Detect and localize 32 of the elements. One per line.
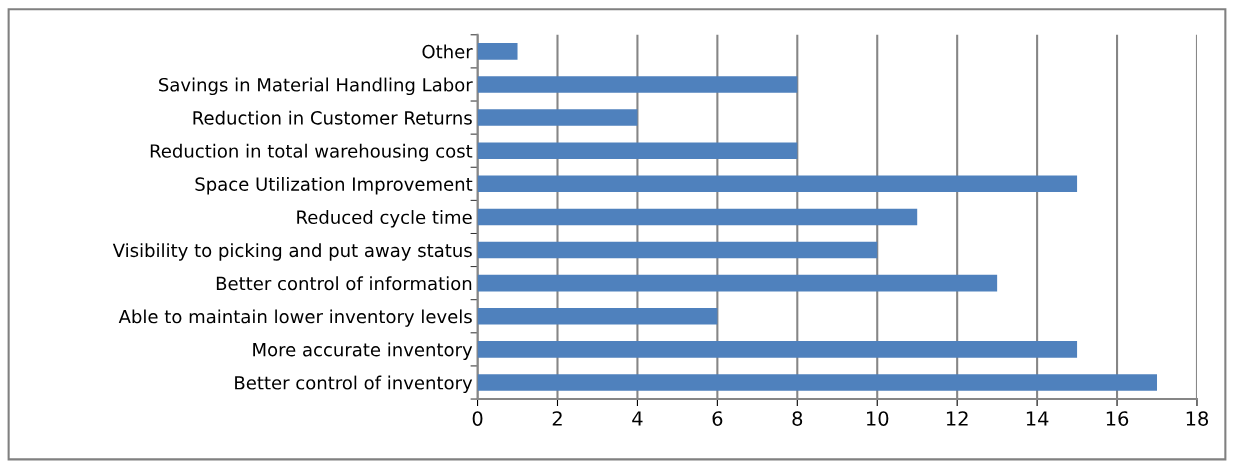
y-tick-label: Better control of inventory <box>235 375 473 394</box>
x-tick-label: 10 <box>867 411 889 426</box>
x-tick-label: 8 <box>792 411 803 426</box>
y-tick-label: Better control of information <box>216 276 472 291</box>
bar <box>477 43 518 60</box>
bar <box>477 109 638 126</box>
y-tick-label: Reduction in Customer Returns <box>193 110 472 125</box>
y-tick-label: Savings in Material Handling Labor <box>159 77 473 96</box>
bar <box>477 341 1078 358</box>
y-tick-label: Reduction in total warehousing cost <box>150 143 473 162</box>
bar <box>477 208 918 226</box>
bar <box>477 241 878 259</box>
x-tick-label: 14 <box>1026 411 1049 426</box>
y-tick-label: Reduced cycle time <box>297 210 472 228</box>
y-tick-label: More accurate inventory <box>253 342 473 360</box>
bar <box>477 175 1078 193</box>
x-tick-label: 16 <box>1106 411 1129 426</box>
x-tick-label: 4 <box>632 411 643 426</box>
y-tick-label: Space Utilization Improvement <box>195 176 473 195</box>
x-tick-label: 2 <box>552 411 562 426</box>
bar <box>477 307 718 325</box>
bar <box>477 142 798 159</box>
y-tick-label: Other <box>422 44 473 59</box>
x-tick-label: 6 <box>712 411 723 426</box>
x-tick-label: 0 <box>472 411 483 426</box>
bar <box>477 374 1158 391</box>
x-tick-label: 18 <box>1186 411 1209 426</box>
bar <box>477 274 998 292</box>
x-tick-label: 12 <box>946 411 968 426</box>
y-tick-label: Able to maintain lower inventory levels <box>118 309 472 327</box>
y-tick-label: Visibility to picking and put away status <box>112 243 472 261</box>
bar <box>477 76 798 93</box>
